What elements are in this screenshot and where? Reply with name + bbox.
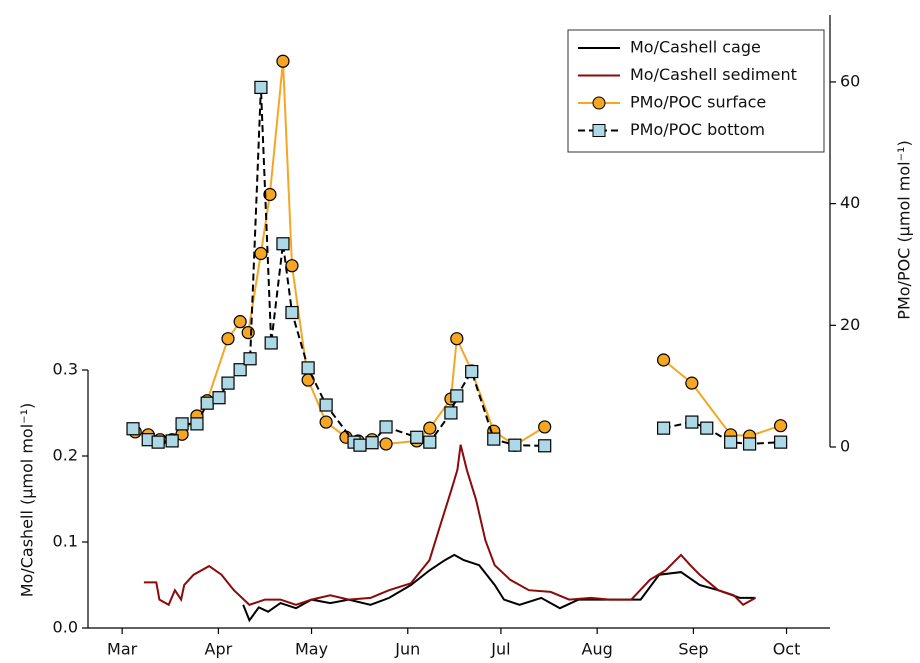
marker bbox=[508, 438, 522, 452]
marker bbox=[175, 417, 189, 431]
legend-marker bbox=[592, 96, 606, 110]
y-tick-label: 0.0 bbox=[53, 618, 78, 637]
marker bbox=[450, 332, 464, 346]
marker bbox=[724, 435, 738, 449]
marker bbox=[319, 415, 333, 429]
marker bbox=[233, 363, 247, 377]
marker bbox=[264, 336, 278, 350]
x-tick-label: May bbox=[295, 640, 328, 659]
marker bbox=[742, 437, 757, 451]
y-axis-label: Mo/Cashell (μmol mol⁻¹) bbox=[18, 403, 37, 598]
y2-tick-label: 0 bbox=[840, 437, 850, 456]
legend-label: PMo/POC bottom bbox=[630, 120, 765, 139]
y-tick-label: 0.1 bbox=[53, 532, 78, 551]
marker bbox=[276, 237, 290, 251]
marker bbox=[685, 376, 699, 390]
marker bbox=[263, 187, 277, 202]
x-tick-label: Mar bbox=[107, 640, 138, 659]
marker bbox=[285, 305, 299, 320]
marker bbox=[700, 421, 714, 435]
marker bbox=[538, 420, 552, 434]
marker bbox=[254, 80, 268, 95]
y2-tick-label: 60 bbox=[840, 71, 860, 90]
marker bbox=[465, 364, 479, 379]
y-tick-label: 0.3 bbox=[53, 360, 78, 379]
marker bbox=[285, 259, 299, 273]
marker bbox=[685, 415, 699, 429]
marker bbox=[538, 439, 552, 453]
x-tick-label: Sep bbox=[678, 640, 708, 659]
marker bbox=[241, 326, 255, 340]
legend-label: Mo/Cashell sediment bbox=[630, 65, 797, 84]
x-tick-label: Apr bbox=[205, 640, 233, 659]
series-line bbox=[143, 444, 756, 607]
marker bbox=[212, 391, 226, 405]
marker bbox=[444, 406, 458, 420]
marker bbox=[233, 315, 247, 329]
legend-label: PMo/POC surface bbox=[630, 93, 766, 112]
legend-box bbox=[567, 29, 825, 153]
marker bbox=[243, 352, 257, 366]
marker bbox=[190, 417, 204, 431]
marker bbox=[151, 435, 165, 449]
marker bbox=[126, 422, 140, 436]
marker bbox=[276, 54, 290, 68]
marker bbox=[410, 430, 424, 444]
y2-tick-label: 20 bbox=[840, 315, 860, 334]
marker bbox=[487, 432, 501, 446]
marker bbox=[353, 438, 367, 452]
y2-axis-label: PMo/POC (μmol mol⁻¹) bbox=[895, 140, 914, 319]
y2-tick-label: 40 bbox=[840, 193, 860, 212]
legend-label: Mo/Cashell cage bbox=[630, 38, 761, 57]
x-tick-label: Oct bbox=[773, 640, 801, 659]
x-tick-label: Jul bbox=[490, 640, 510, 659]
marker bbox=[423, 435, 437, 449]
x-tick-label: Aug bbox=[582, 640, 613, 659]
marker bbox=[656, 353, 671, 367]
y-tick-label: 0.2 bbox=[53, 446, 78, 465]
marker bbox=[165, 434, 179, 448]
marker bbox=[254, 246, 268, 261]
marker bbox=[774, 419, 788, 433]
marker bbox=[379, 437, 393, 451]
marker bbox=[221, 376, 235, 390]
marker bbox=[319, 398, 333, 412]
marker bbox=[200, 396, 214, 410]
x-tick-label: Jun bbox=[394, 640, 420, 659]
marker bbox=[301, 361, 315, 375]
legend-marker bbox=[592, 124, 606, 137]
marker bbox=[423, 421, 437, 435]
marker bbox=[656, 421, 671, 435]
marker bbox=[379, 420, 393, 434]
marker bbox=[221, 332, 235, 346]
series-line bbox=[242, 553, 756, 623]
marker bbox=[450, 389, 464, 403]
marker bbox=[365, 436, 379, 450]
marker bbox=[774, 435, 788, 449]
